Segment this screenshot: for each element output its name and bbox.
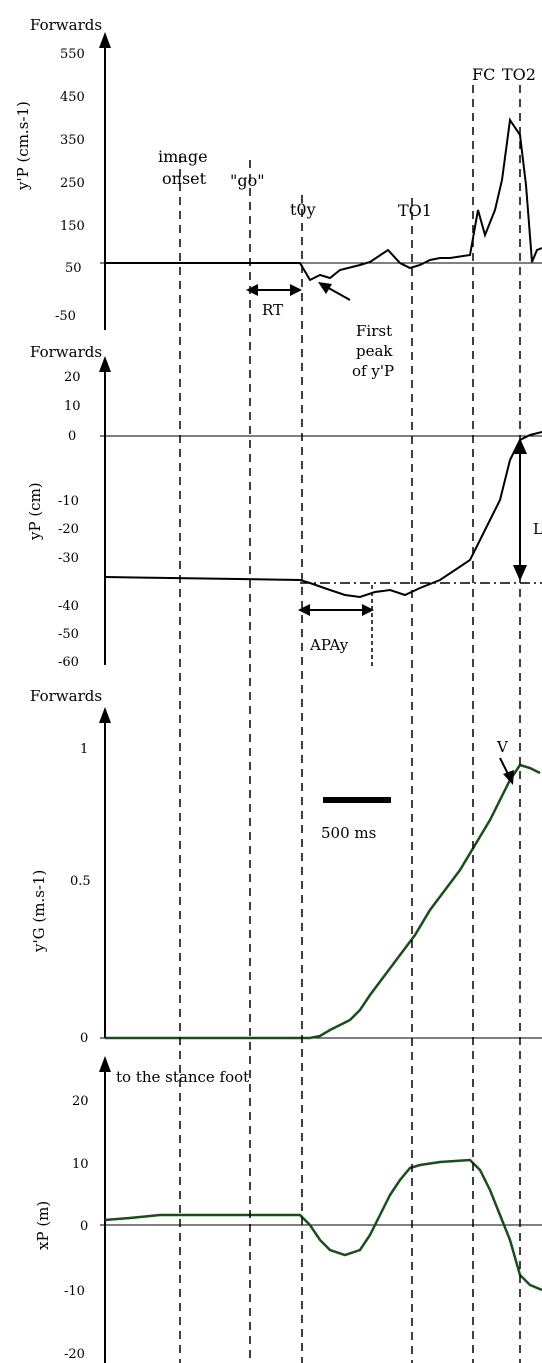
direction-label: Forwards xyxy=(30,687,102,705)
y-axis-label: y'P (cm.s-1) xyxy=(14,101,32,191)
arrow-up-icon xyxy=(99,707,111,723)
event-label-go: "go" xyxy=(230,171,265,190)
tick-label: 10 xyxy=(72,1157,89,1172)
tick-label: 20 xyxy=(72,1094,89,1109)
series-line xyxy=(105,763,541,1040)
arrow-up-icon xyxy=(99,32,111,48)
panel-yprime-p: Forwards y'P (cm.s-1) -50 50 150 250 350… xyxy=(14,16,542,380)
panel-yprime-g: Forwards y'G (m.s-1) 0 0.5 1 500 ms V xyxy=(30,687,542,1046)
tick-label: -10 xyxy=(58,494,79,509)
svg-text:First: First xyxy=(356,322,392,340)
y-axis-label: yP (cm) xyxy=(26,482,44,541)
first-peak-annotation: First peak of y'P xyxy=(318,282,394,380)
tick-label: 10 xyxy=(64,399,81,414)
tick-label: 250 xyxy=(60,176,85,191)
y-axis-label: y'G (m.s-1) xyxy=(30,870,48,953)
apa-annotation: APAy xyxy=(298,585,374,668)
v-annotation: V xyxy=(496,738,514,785)
rt-annotation: RT xyxy=(246,284,302,319)
svg-text:L: L xyxy=(533,520,542,538)
direction-label: Forwards xyxy=(30,343,102,361)
tick-label: 0 xyxy=(80,1219,88,1234)
event-label-t0y: t0y xyxy=(290,200,316,219)
tick-label: 1 xyxy=(80,742,88,757)
tick-label: -30 xyxy=(58,551,79,566)
tick-label: -50 xyxy=(55,309,76,324)
svg-text:V: V xyxy=(496,738,509,756)
tick-label: -20 xyxy=(58,522,79,537)
tick-label: 450 xyxy=(60,90,85,105)
tick-label: 150 xyxy=(60,219,85,234)
tick-label: 350 xyxy=(60,133,85,148)
event-label-to1: TO1 xyxy=(398,201,432,220)
tick-label: 0 xyxy=(80,1031,88,1046)
svg-text:peak: peak xyxy=(356,342,393,360)
y-axis-label: xP (m) xyxy=(34,1201,52,1250)
svg-text:of y'P: of y'P xyxy=(352,362,394,380)
panel-y-p: Forwards yP (cm) -60 -50 -40 -30 -20 -10… xyxy=(26,343,542,670)
direction-label: to the stance foot xyxy=(116,1068,249,1086)
tick-label: 20 xyxy=(64,370,81,385)
tick-label: -60 xyxy=(58,655,79,670)
tick-label: 50 xyxy=(65,261,82,276)
event-label-onset: onset xyxy=(162,169,207,188)
event-label-fc: FC xyxy=(472,65,495,84)
svg-text:APAy: APAy xyxy=(309,636,349,654)
tick-label: -40 xyxy=(58,599,79,614)
arrow-up-icon xyxy=(99,356,111,372)
svg-text:RT: RT xyxy=(262,301,283,319)
tick-label: -20 xyxy=(64,1347,85,1362)
direction-label: Forwards xyxy=(30,16,102,34)
event-label-to2: TO2 xyxy=(502,65,536,84)
tick-label: -10 xyxy=(64,1284,85,1299)
l-annotation: L xyxy=(513,438,542,581)
event-label-image: image xyxy=(158,147,208,166)
tick-label: 550 xyxy=(60,47,85,62)
tick-label: -50 xyxy=(58,627,79,642)
series-line xyxy=(105,117,542,282)
scale-bar-label: 500 ms xyxy=(321,824,376,842)
event-lines xyxy=(179,85,521,1363)
series-line xyxy=(104,431,542,599)
panel-x-p: to the stance foot xP (m) -20 -10 0 10 2… xyxy=(34,1056,542,1363)
tick-label: 0 xyxy=(68,429,76,444)
series-line xyxy=(104,1158,542,1292)
arrow-up-icon xyxy=(99,1056,111,1072)
tick-label: 0.5 xyxy=(70,874,91,889)
